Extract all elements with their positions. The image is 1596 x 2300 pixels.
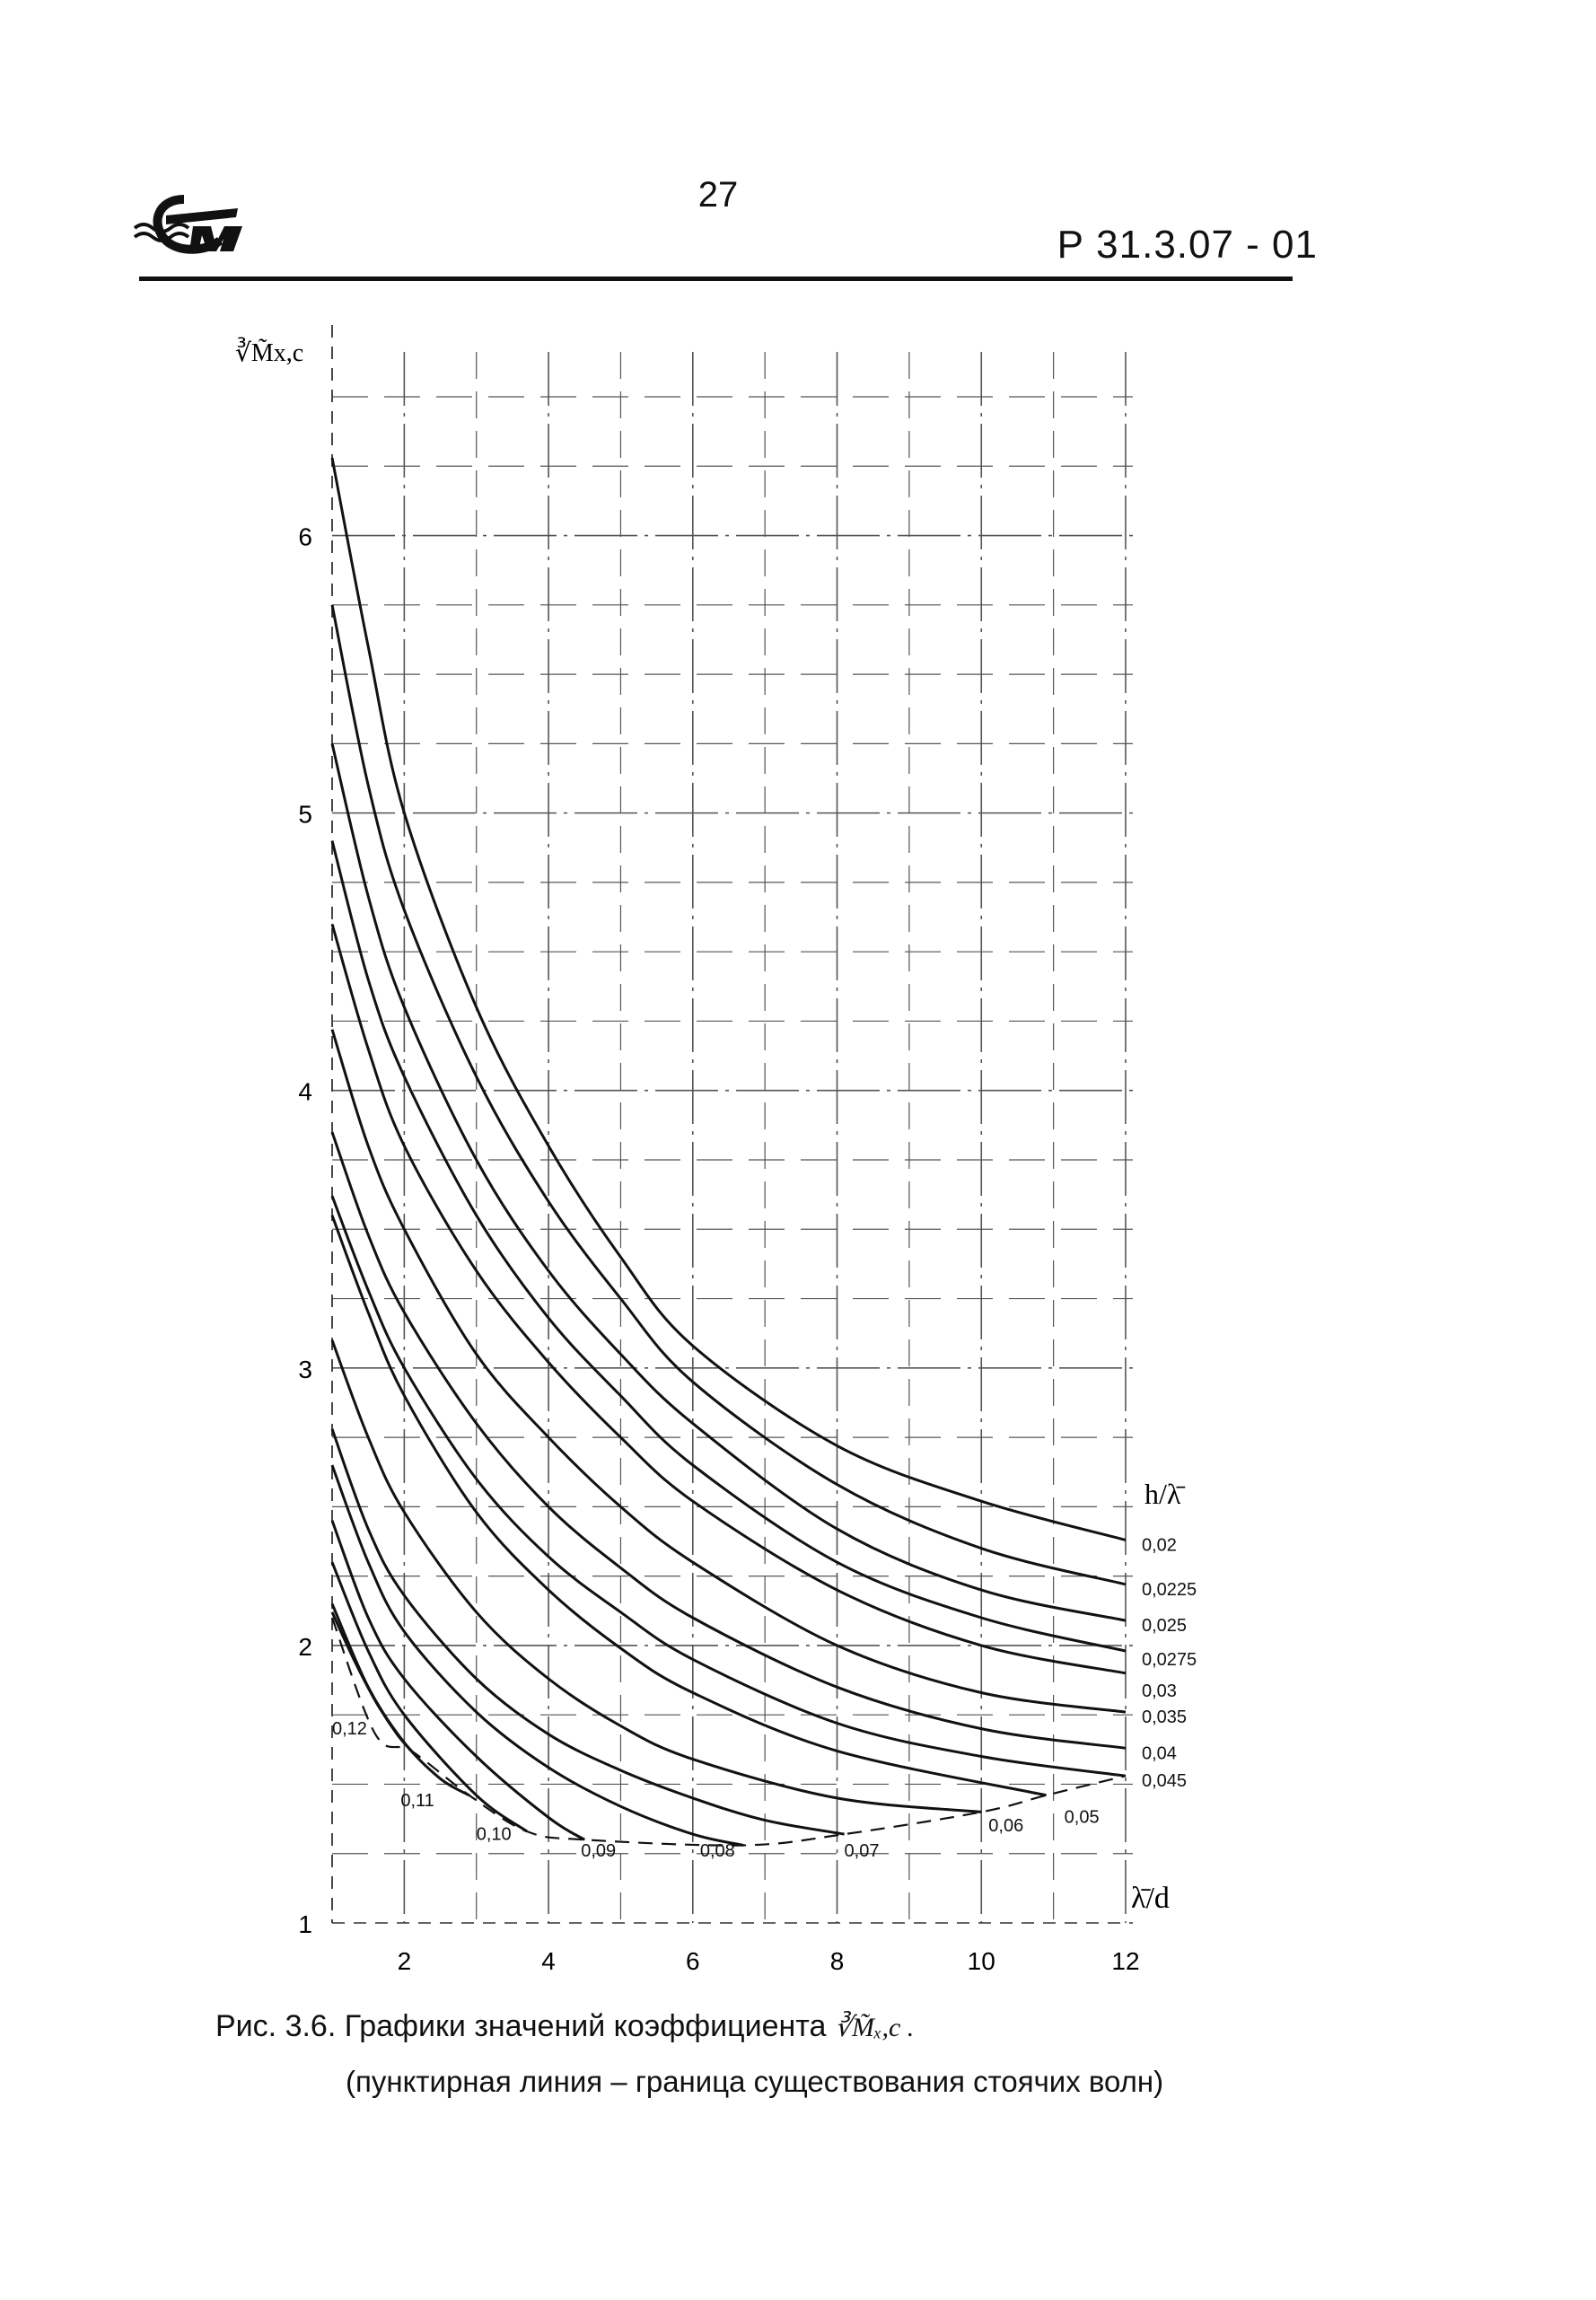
series-label: 0,09 — [581, 1841, 616, 1861]
series-line — [330, 604, 1127, 1586]
y-tick-label: 6 — [298, 523, 312, 551]
series-label: 0,06 — [988, 1816, 1023, 1836]
series-label: 0,03 — [1142, 1681, 1177, 1701]
series-label: 0,0275 — [1142, 1650, 1197, 1670]
y-tick-label: 5 — [298, 801, 312, 829]
series-label: 0,10 — [477, 1824, 512, 1844]
x-tick-label: 6 — [686, 1947, 700, 1975]
series-label: 0,08 — [700, 1841, 735, 1861]
x-tick-label: 4 — [541, 1947, 556, 1975]
series-line — [330, 1029, 1127, 1714]
header-rule — [139, 277, 1293, 281]
legend-title: h/λ̄ — [1144, 1478, 1185, 1510]
boundary-dashed-line — [330, 1617, 1127, 1847]
series-line — [330, 1195, 1127, 1778]
series-line — [330, 1464, 744, 1847]
y-tick-label: 1 — [298, 1910, 312, 1938]
x-tick-label: 2 — [398, 1947, 412, 1975]
series-label: 0,035 — [1142, 1707, 1187, 1727]
chart-axis-text: ∛M̃x,c λ̄/d h/λ̄ — [235, 338, 1185, 1915]
page-number: 27 — [697, 175, 739, 215]
document-code: Р 31.3.07 - 01 — [1057, 223, 1318, 267]
x-tick-label: 12 — [1111, 1947, 1139, 1975]
y-tick-label: 3 — [298, 1356, 312, 1383]
y-axis-label: ∛M̃x,c — [235, 338, 303, 367]
caption-text: Рис. 3.6. Графики значений коэффициента — [215, 2009, 827, 2043]
series-line — [330, 840, 1127, 1653]
x-tick-label: 10 — [968, 1947, 995, 1975]
y-tick-label: 4 — [298, 1078, 312, 1106]
series-label: 0,02 — [1142, 1535, 1177, 1555]
series-label: 0,045 — [1142, 1771, 1187, 1791]
series-line — [330, 1339, 982, 1813]
y-tick-label: 2 — [298, 1633, 312, 1661]
series-line — [330, 1215, 1047, 1797]
series-label: 0,025 — [1142, 1616, 1187, 1636]
series-label: 0,07 — [845, 1841, 880, 1861]
organization-logo-icon — [130, 189, 265, 265]
chart-grid — [331, 325, 1133, 1924]
figure-caption-line2: (пунктирная линия – граница существовани… — [346, 2065, 1164, 2098]
series-label: 0,0225 — [1142, 1580, 1197, 1600]
series-line — [330, 1611, 413, 1752]
chart-boundary — [330, 1617, 1127, 1847]
series-line — [330, 1428, 845, 1836]
series-label: 0,05 — [1065, 1808, 1100, 1828]
series-line — [330, 457, 1127, 1541]
series-line — [330, 923, 1127, 1675]
series-line — [330, 1561, 528, 1833]
series-line — [330, 743, 1127, 1622]
series-line — [330, 1131, 1127, 1750]
x-tick-label: 8 — [830, 1947, 845, 1975]
series-label: 0,12 — [332, 1719, 367, 1739]
chart-curves — [330, 457, 1127, 1847]
x-axis-label: λ̄/d — [1131, 1882, 1170, 1915]
series-line — [330, 1520, 586, 1841]
caption-formula: ∛M̃ₓ,c . — [834, 2013, 915, 2042]
series-label: 0,04 — [1142, 1743, 1177, 1763]
figure-caption-line1: Рис. 3.6. Графики значений коэффициента … — [215, 2009, 914, 2044]
series-label: 0,11 — [400, 1791, 434, 1811]
